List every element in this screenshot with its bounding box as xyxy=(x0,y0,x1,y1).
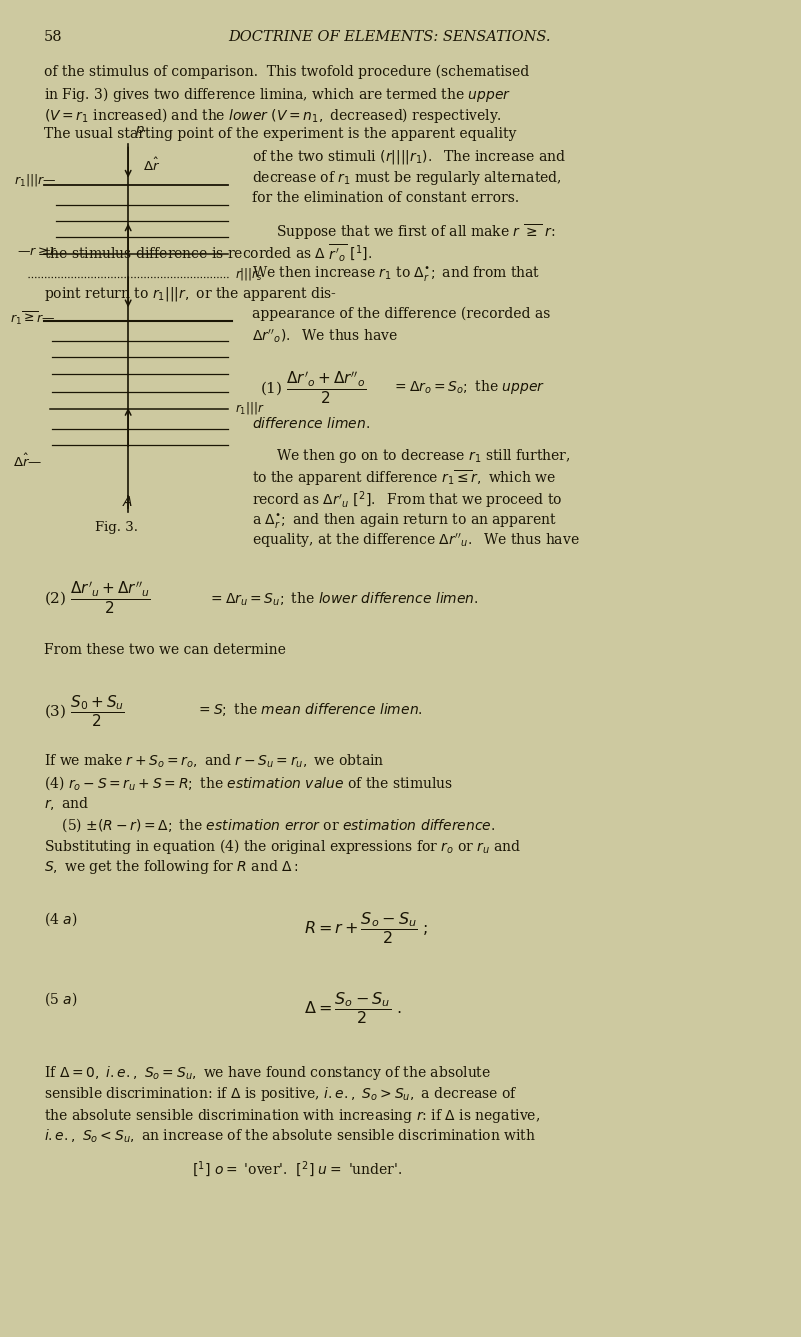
Text: 58: 58 xyxy=(44,29,62,44)
Text: We then increase $r_1$ to $\Delta^{\bullet}_r;$ and from that: We then increase $r_1$ to $\Delta^{\bull… xyxy=(252,265,541,283)
Text: (2) $\dfrac{\Delta r'_u + \Delta r''_u}{2}$: (2) $\dfrac{\Delta r'_u + \Delta r''_u}{… xyxy=(44,580,151,616)
Text: $r,$ and: $r,$ and xyxy=(44,796,89,812)
Text: (5) $\pm (R-r) = \Delta;$ the $\mathit{estimation\ error}$ or $\mathit{estimatio: (5) $\pm (R-r) = \Delta;$ the $\mathit{e… xyxy=(44,816,495,833)
Text: $r_1\overline{\geq}r$—: $r_1\overline{\geq}r$— xyxy=(10,310,56,326)
Text: Substituting in equation (4) the original expressions for $r_o$ or $r_u$ and: Substituting in equation (4) the origina… xyxy=(44,837,521,856)
Text: $r_1 |||r$—: $r_1 |||r$— xyxy=(14,172,57,189)
Text: for the elimination of constant errors.: for the elimination of constant errors. xyxy=(252,191,519,205)
Text: (4) $r_o - S = r_u + S = R;$ the $\mathit{estimation\ value}$ of the stimulus: (4) $r_o - S = r_u + S = R;$ the $\mathi… xyxy=(44,774,453,792)
Text: —$r{\geq}r$: —$r{\geq}r$ xyxy=(17,245,58,258)
Text: $r|||r_s$: $r|||r_s$ xyxy=(235,266,264,282)
Text: of the two stimuli $(r |||| r_1).$  The increase and: of the two stimuli $(r |||| r_1).$ The i… xyxy=(252,148,566,166)
Text: $\Delta r''_o).$  We thus have: $\Delta r''_o).$ We thus have xyxy=(252,328,398,345)
Text: $R = r + \dfrac{S_o - S_u}{2}\ ;$: $R = r + \dfrac{S_o - S_u}{2}\ ;$ xyxy=(304,910,429,947)
Text: $(V = r_1$ increased) and the $\mathit{lower}$ $(V = n_1,$ decreased) respective: $(V = r_1$ increased) and the $\mathit{l… xyxy=(44,107,502,126)
Text: to the apparent difference $r_1 \overline{\leq} r,$ which we: to the apparent difference $r_1 \overlin… xyxy=(252,468,556,488)
Text: $\Delta\hat{r}$: $\Delta\hat{r}$ xyxy=(143,156,159,174)
Text: decrease of $r_1$ must be regularly alternated,: decrease of $r_1$ must be regularly alte… xyxy=(252,170,562,187)
Text: point return to $r_1 ||| r,$ or the apparent dis-: point return to $r_1 ||| r,$ or the appa… xyxy=(44,285,337,303)
Text: (1) $\dfrac{\Delta r'_o + \Delta r''_o}{2}$: (1) $\dfrac{\Delta r'_o + \Delta r''_o}{… xyxy=(260,369,367,405)
Text: (5 $a$): (5 $a$) xyxy=(44,991,78,1008)
Text: From these two we can determine: From these two we can determine xyxy=(44,643,286,658)
Text: $i.e.,$ $S_o < S_u,$ an increase of the absolute sensible discrimination with: $i.e.,$ $S_o < S_u,$ an increase of the … xyxy=(44,1127,536,1144)
Text: the stimulus difference is recorded as $\Delta\ \overline{r'_o}\ [^1].$: the stimulus difference is recorded as $… xyxy=(44,243,372,265)
Text: sensible discrimination: if $\Delta$ is positive, $i.e.,$ $S_o > S_u,$ a decreas: sensible discrimination: if $\Delta$ is … xyxy=(44,1086,517,1103)
Text: of the stimulus of comparison.  This twofold procedure (schematised: of the stimulus of comparison. This twof… xyxy=(44,64,529,79)
Text: $\Delta = \dfrac{S_o - S_u}{2}\ .$: $\Delta = \dfrac{S_o - S_u}{2}\ .$ xyxy=(304,991,402,1027)
Text: $=\Delta r_u = S_u;$ the $\mathit{lower\ difference\ limen.}$: $=\Delta r_u = S_u;$ the $\mathit{lower\… xyxy=(208,591,479,608)
Text: $p$: $p$ xyxy=(135,124,144,138)
Text: a $\Delta^{\bullet}_r;$ and then again return to an apparent: a $\Delta^{\bullet}_r;$ and then again r… xyxy=(252,511,557,529)
Text: Suppose that we first of all make $r\ \overline{\geq}\ r$:: Suppose that we first of all make $r\ \o… xyxy=(276,222,556,242)
Text: (3) $\dfrac{S_0 + S_u}{2}$: (3) $\dfrac{S_0 + S_u}{2}$ xyxy=(44,694,125,729)
Text: Fig. 3.: Fig. 3. xyxy=(95,521,138,535)
Text: $= \Delta r_o = S_o ;$ the $\mathit{upper}$: $= \Delta r_o = S_o ;$ the $\mathit{uppe… xyxy=(392,378,545,396)
Text: The usual starting point of the experiment is the apparent equality: The usual starting point of the experime… xyxy=(44,127,517,142)
Text: $[^1]\ o =$ 'over'.  $[^2]\ u =$ 'under'.: $[^1]\ o =$ 'over'. $[^2]\ u =$ 'under'. xyxy=(192,1159,403,1179)
Text: $= S;$ the $\mathit{mean\ difference\ limen.}$: $= S;$ the $\mathit{mean\ difference\ li… xyxy=(196,701,423,718)
Text: If we make $r + S_o = r_o,$ and $r - S_u = r_u,$ we obtain: If we make $r + S_o = r_o,$ and $r - S_u… xyxy=(44,753,384,770)
Text: DOCTRINE OF ELEMENTS: SENSATIONS.: DOCTRINE OF ELEMENTS: SENSATIONS. xyxy=(228,29,551,44)
Text: $r_1|||r$: $r_1|||r$ xyxy=(235,400,265,416)
Text: If $\Delta = 0,$ $i.e.,$ $S_o = S_u,$ we have found constancy of the absolute: If $\Delta = 0,$ $i.e.,$ $S_o = S_u,$ we… xyxy=(44,1064,491,1083)
Text: record as $\Delta r'_u\ [^2].$  From that we proceed to: record as $\Delta r'_u\ [^2].$ From that… xyxy=(252,489,563,511)
Text: $\Delta\hat{r}$—: $\Delta\hat{r}$— xyxy=(13,453,42,469)
Text: equality, at the difference $\Delta r''_u.$  We thus have: equality, at the difference $\Delta r''_… xyxy=(252,532,580,550)
Text: appearance of the difference (recorded as: appearance of the difference (recorded a… xyxy=(252,306,551,321)
Text: the absolute sensible discrimination with increasing $r$: if $\Delta$ is negativ: the absolute sensible discrimination wit… xyxy=(44,1107,540,1124)
Text: $A$: $A$ xyxy=(122,495,133,508)
Text: We then go on to decrease $r_1$ still further,: We then go on to decrease $r_1$ still fu… xyxy=(276,448,571,465)
Text: $\mathit{difference\ limen.}$: $\mathit{difference\ limen.}$ xyxy=(252,416,370,431)
Text: in Fig. 3) gives two difference limina, which are termed the $\mathit{upper}$: in Fig. 3) gives two difference limina, … xyxy=(44,86,511,104)
Text: (4 $a$): (4 $a$) xyxy=(44,910,78,928)
Text: $S,$ we get the following for $R$ and $\Delta:$: $S,$ we get the following for $R$ and $\… xyxy=(44,858,299,876)
